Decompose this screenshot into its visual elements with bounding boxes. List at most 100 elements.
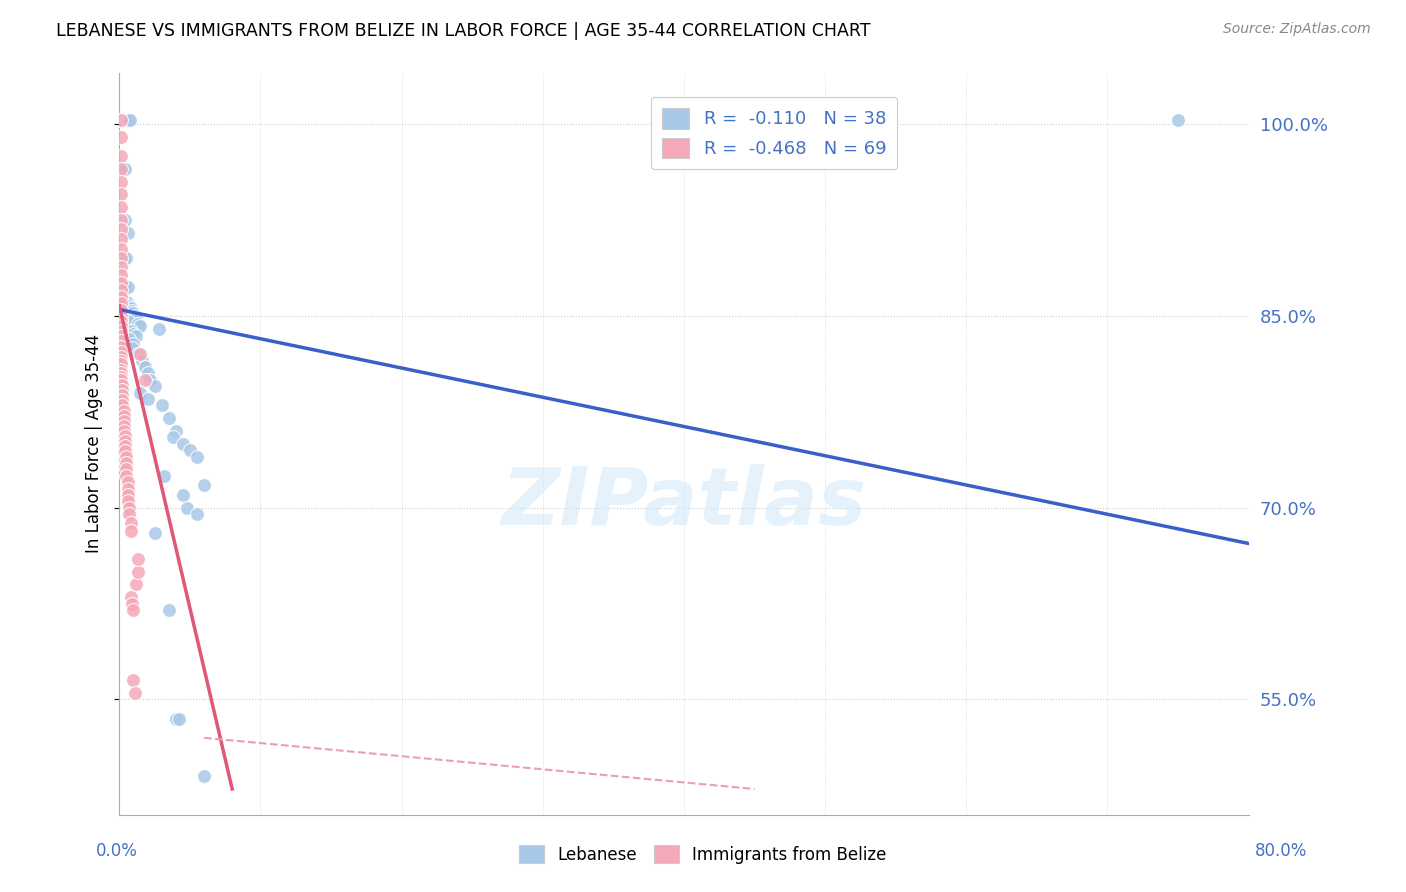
Point [186, 450, 208, 464]
Point [122, 673, 145, 688]
Point [122, 306, 145, 320]
Point [110, 309, 132, 323]
Point [117, 488, 139, 502]
Point [120, 324, 142, 338]
Point [122, 326, 145, 341]
Point [110, 302, 132, 317]
Point [110, 324, 132, 338]
Point [111, 378, 134, 392]
Point [148, 321, 170, 335]
Point [125, 329, 148, 343]
Point [127, 317, 149, 331]
Point [110, 314, 132, 328]
Point [134, 359, 156, 374]
Point [110, 276, 132, 290]
Point [110, 113, 132, 128]
Point [112, 424, 135, 438]
Point [143, 379, 166, 393]
Point [186, 507, 208, 521]
Point [129, 347, 152, 361]
Point [114, 213, 136, 227]
Point [110, 334, 132, 349]
Point [110, 367, 132, 381]
Point [115, 113, 138, 128]
Point [117, 296, 139, 310]
Point [172, 437, 194, 451]
Point [110, 260, 132, 275]
Text: 80.0%: 80.0% [1256, 842, 1308, 860]
Point [110, 283, 132, 297]
Point [115, 293, 138, 308]
Point [112, 418, 135, 433]
Point [165, 712, 187, 726]
Point [110, 129, 132, 144]
Point [110, 353, 132, 368]
Point [117, 494, 139, 508]
Point [110, 187, 132, 202]
Point [157, 411, 180, 425]
Point [112, 403, 135, 417]
Point [167, 712, 190, 726]
Point [134, 373, 156, 387]
Point [176, 500, 198, 515]
Point [121, 597, 143, 611]
Legend: R =  -0.110   N = 38, R =  -0.468   N = 69: R = -0.110 N = 38, R = -0.468 N = 69 [651, 97, 897, 169]
Point [110, 268, 132, 282]
Point [118, 299, 141, 313]
Point [179, 443, 201, 458]
Point [110, 161, 132, 176]
Point [120, 591, 142, 605]
Point [110, 344, 132, 359]
Point [124, 686, 146, 700]
Point [122, 337, 145, 351]
Point [114, 429, 136, 443]
Point [110, 373, 132, 387]
Point [110, 296, 132, 310]
Point [110, 175, 132, 189]
Point [110, 319, 132, 334]
Point [117, 475, 139, 490]
Point [111, 388, 134, 402]
Point [120, 524, 142, 538]
Point [122, 603, 145, 617]
Point [114, 279, 136, 293]
Point [114, 444, 136, 458]
Point [110, 113, 132, 128]
Point [124, 309, 146, 323]
Point [157, 603, 180, 617]
Point [117, 482, 139, 496]
Text: Source: ZipAtlas.com: Source: ZipAtlas.com [1223, 22, 1371, 37]
Point [120, 516, 142, 530]
Point [118, 113, 141, 128]
Text: ZIPatlas: ZIPatlas [502, 464, 866, 542]
Point [110, 370, 132, 384]
Point [115, 462, 138, 476]
Point [136, 392, 159, 406]
Point [112, 414, 135, 428]
Text: 0.0%: 0.0% [96, 842, 138, 860]
Point [110, 232, 132, 246]
Point [110, 149, 132, 163]
Point [162, 430, 184, 444]
Point [127, 347, 149, 361]
Point [125, 577, 148, 591]
Point [111, 393, 134, 408]
Point [110, 200, 132, 214]
Text: LEBANESE VS IMMIGRANTS FROM BELIZE IN LABOR FORCE | AGE 35-44 CORRELATION CHART: LEBANESE VS IMMIGRANTS FROM BELIZE IN LA… [56, 22, 870, 40]
Point [115, 450, 138, 464]
Point [111, 113, 134, 128]
Point [118, 332, 141, 346]
Point [114, 293, 136, 308]
Point [127, 552, 149, 566]
Point [115, 468, 138, 483]
Point [111, 398, 134, 412]
Point [117, 279, 139, 293]
Point [114, 434, 136, 449]
Point [110, 252, 132, 266]
Point [121, 341, 143, 355]
Point [125, 311, 148, 326]
Point [129, 319, 152, 334]
Legend: Lebanese, Immigrants from Belize: Lebanese, Immigrants from Belize [513, 838, 893, 871]
Point [1167, 113, 1189, 128]
Point [110, 340, 132, 354]
